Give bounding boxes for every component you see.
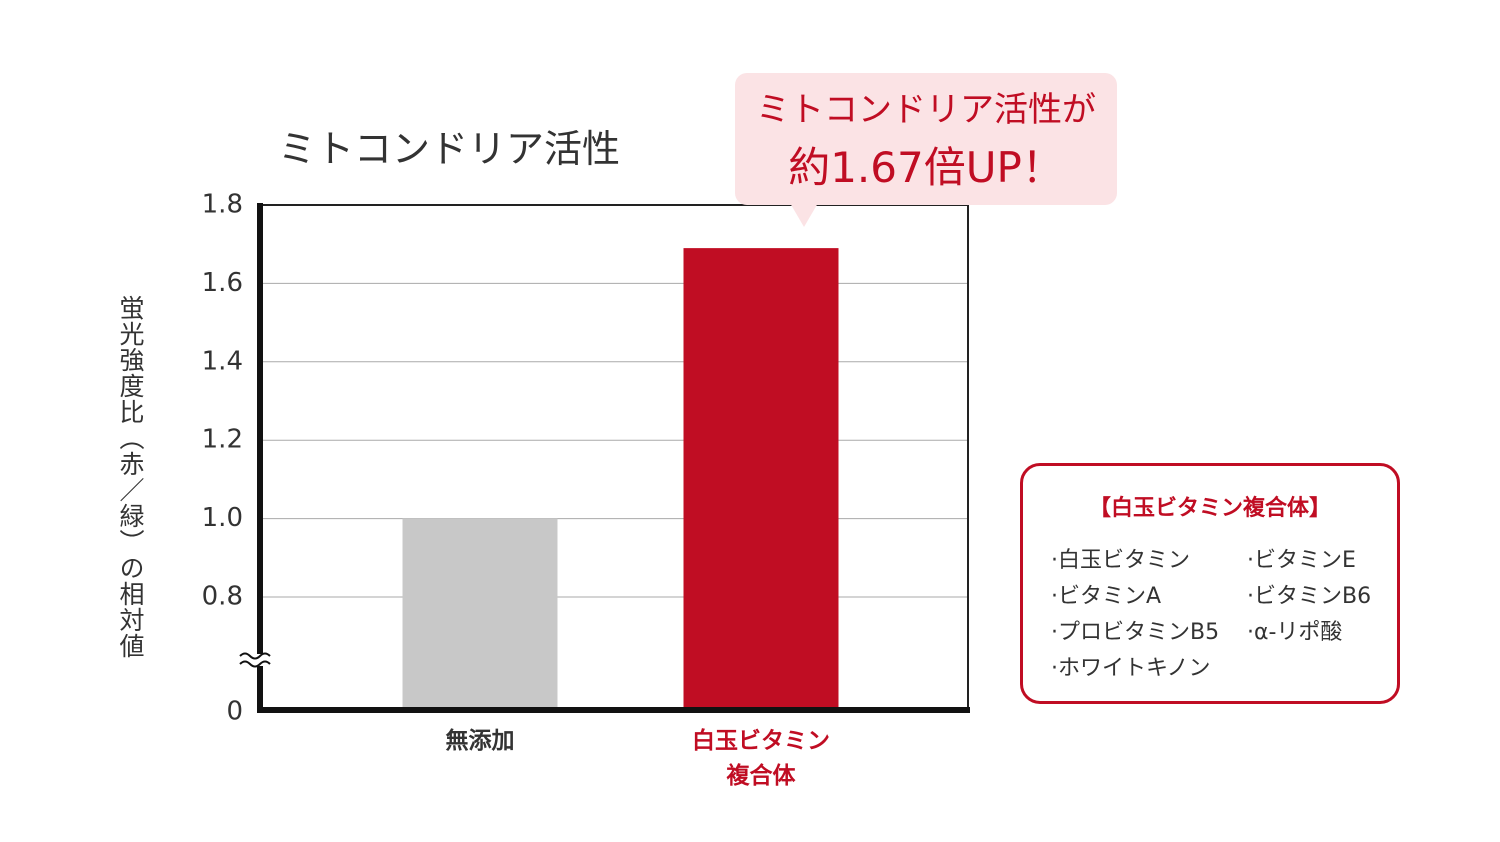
legend-item: ·ビタミンB6: [1247, 584, 1372, 609]
legend-item: ·ビタミンA: [1051, 584, 1162, 609]
y-axis-label: 蛍光強度比（赤／緑）の相対値: [116, 295, 145, 659]
y-tick-label: 1.8: [202, 190, 243, 220]
y-tick-label: 1.0: [202, 503, 243, 533]
y-tick-label: 1.6: [202, 268, 243, 298]
callout-tail: [790, 203, 818, 227]
y-tick-label: 0: [226, 697, 243, 727]
legend-items: ·白玉ビタミン ·ビタミンA ·プロビタミンB5 ·ホワイトキノン ·ビタミンE ·ビタミ…: [1051, 542, 1397, 686]
legend-box: 【白玉ビタミン複合体】 ·白玉ビタミン ·ビタミンA ·プロビタミンB5 ·ホワイトキ…: [1020, 463, 1400, 704]
legend-title: 【白玉ビタミン複合体】: [1088, 496, 1331, 521]
y-tick-label: 1.4: [202, 346, 243, 376]
legend-item: ·ビタミンE: [1247, 548, 1356, 573]
axis-break-gap: [250, 654, 272, 666]
legend-item: ·ホワイトキノン: [1051, 656, 1211, 681]
y-ticks: 0 0.8 1.0 1.2 1.4 1.6 1.8: [202, 190, 243, 727]
callout-line: ミトコンドリア活性が: [756, 90, 1096, 130]
x-tick-label: 白玉ビタミン複合体: [692, 728, 830, 789]
y-tick-label: 0.8: [202, 582, 243, 612]
axis-break-mark: [239, 652, 271, 660]
legend-item: ·白玉ビタミン: [1051, 548, 1190, 573]
callout: ミトコンドリア活性が 約1.67倍UP！: [735, 73, 1117, 205]
axis-break-mark: [239, 660, 271, 668]
axis-break: [239, 652, 272, 668]
bar: [683, 248, 839, 710]
bar: [402, 518, 558, 710]
bars: [402, 248, 839, 710]
callout-line: 約1.67倍UP！: [788, 143, 1064, 192]
grid: [260, 282, 968, 598]
legend-item: ·α-リポ酸: [1247, 620, 1343, 645]
legend-item: ·プロビタミンB5: [1051, 620, 1220, 645]
y-tick-label: 1.2: [202, 425, 243, 455]
chart-title: ミトコンドリア活性: [278, 127, 621, 171]
x-tick-label: 無添加: [445, 728, 515, 754]
